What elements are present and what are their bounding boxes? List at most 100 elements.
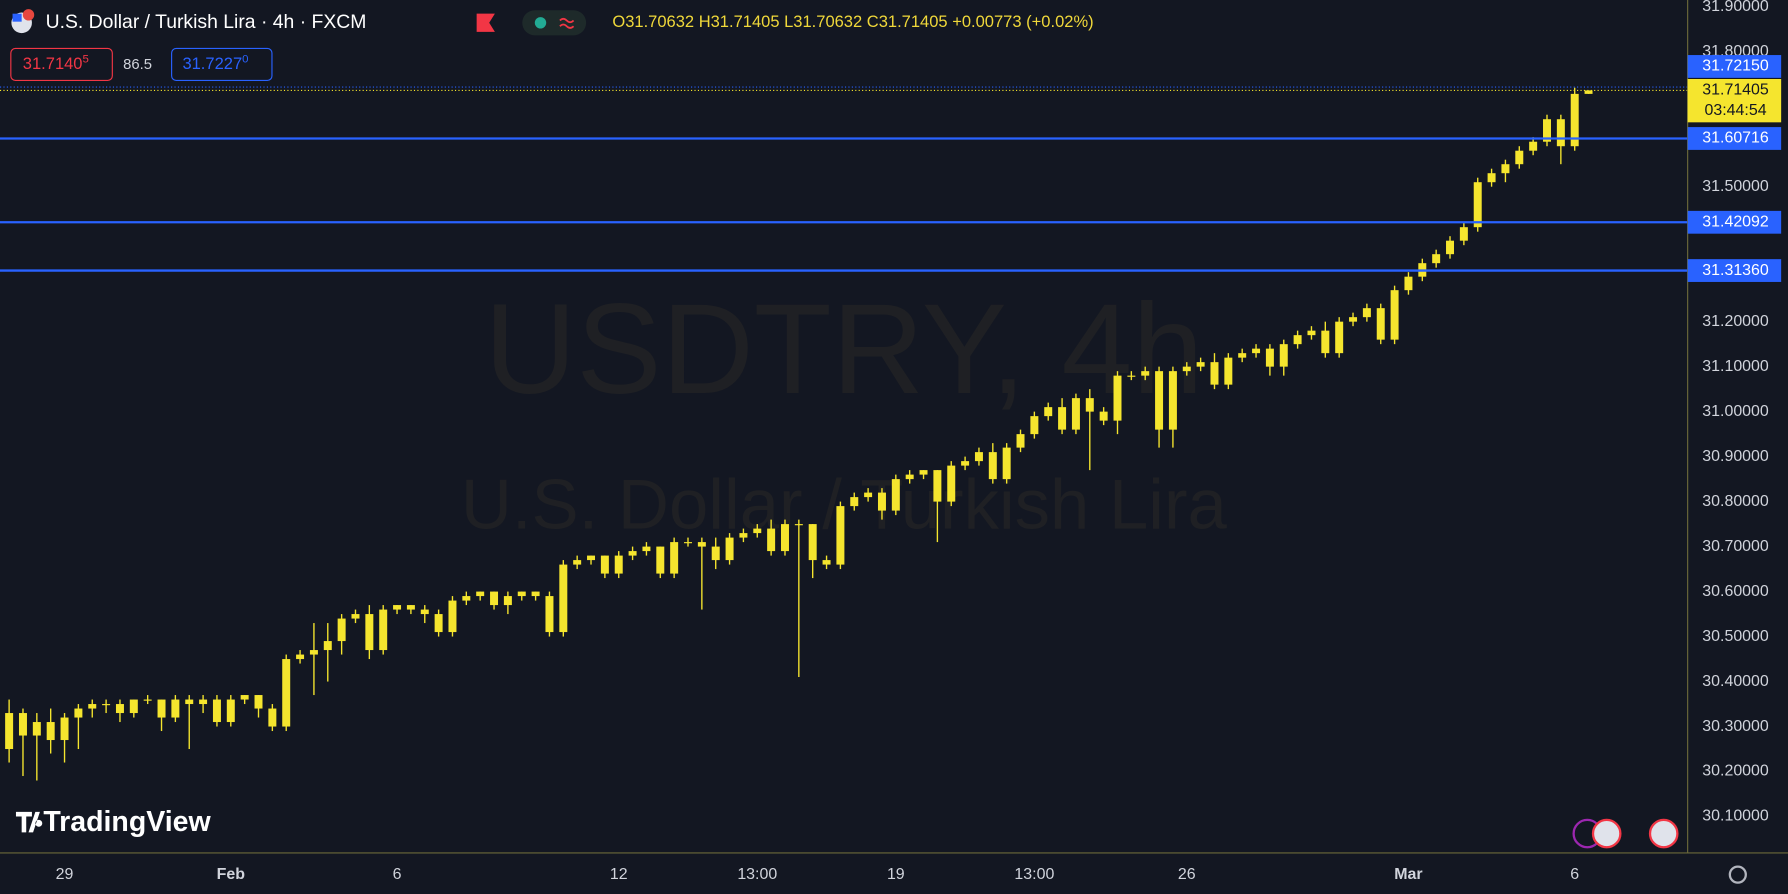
y-tick-label: 30.50000 (1702, 628, 1769, 645)
candle-body (129, 699, 138, 714)
candle-body (864, 492, 873, 498)
candle-body (1459, 227, 1468, 241)
y-tick-label: 30.40000 (1702, 673, 1769, 690)
candle-body (1210, 362, 1219, 385)
market-status-pill[interactable] (522, 10, 587, 36)
x-tick-label: 19 (887, 866, 905, 883)
candle-body (794, 524, 803, 526)
price-line-box (1687, 259, 1782, 282)
candle-body (919, 470, 928, 475)
candle-body (684, 542, 692, 544)
candle-body (933, 470, 942, 502)
candle-body (406, 605, 415, 610)
candle-body (656, 546, 665, 574)
data-status-icon (559, 17, 575, 29)
candle-body (1515, 150, 1524, 165)
candle-body (988, 452, 997, 480)
legend-close-label: C (867, 12, 879, 31)
candle-body (850, 497, 859, 507)
candle-body (1265, 348, 1274, 367)
candle-body (46, 722, 55, 741)
candle-body (157, 699, 166, 718)
candle-body (1002, 447, 1011, 480)
candle-body (1446, 240, 1455, 255)
candle-body (1556, 119, 1565, 147)
ask-price[interactable]: 31.72270 (182, 53, 248, 73)
y-tick-label: 31.00000 (1702, 403, 1769, 420)
candle-body (808, 524, 817, 561)
symbol-flag-canton (12, 13, 22, 22)
candle-body (1432, 254, 1441, 264)
candle-body (780, 524, 789, 552)
x-tick-label: 12 (610, 866, 628, 883)
legend-open-value: 31.70632 (625, 12, 694, 31)
candle-body (1224, 357, 1233, 385)
candle-body (1099, 411, 1108, 421)
flag-marker[interactable] (476, 13, 495, 32)
legend-high-value: 31.71405 (711, 12, 780, 31)
candle-body (476, 591, 485, 597)
candle-body (573, 560, 582, 565)
candle-body (1335, 321, 1344, 354)
candle-body (1321, 330, 1330, 354)
candle-body (240, 695, 249, 700)
y-tick-label: 31.20000 (1702, 313, 1769, 330)
candle-body (393, 605, 402, 610)
candle-body (1141, 371, 1150, 376)
settings-icon[interactable] (1728, 865, 1747, 884)
legend-low-label: L (784, 12, 793, 31)
bid-price[interactable]: 31.71405 (23, 53, 89, 73)
candle-body (115, 704, 124, 714)
event-flag-icon[interactable] (1648, 818, 1679, 849)
logo-mark (15, 811, 43, 833)
candle-body (1293, 335, 1302, 345)
candle-body (739, 533, 748, 538)
plot-area (0, 86, 1688, 781)
time-axis: 29 Feb 6 12 13:00 19 13:00 26 Mar 6 (56, 866, 1580, 883)
x-tick-label: 26 (1178, 866, 1196, 883)
logo-text: TradingView (43, 806, 211, 838)
legend-low-value: 31.70632 (793, 12, 862, 31)
candle-body (226, 699, 235, 723)
y-tick-label: 31.90000 (1702, 0, 1769, 15)
legend-high-label: H (699, 12, 711, 31)
price-line-label: 31.42092 (1702, 213, 1769, 230)
candle-body (905, 474, 914, 480)
candle-body (1044, 407, 1053, 417)
bid-main: 31.7140 (23, 54, 83, 73)
candle-body (1085, 398, 1094, 412)
candle-body (420, 609, 429, 615)
y-tick-label: 30.20000 (1702, 763, 1769, 780)
candle-body (1584, 90, 1593, 94)
candle-body (434, 614, 443, 633)
candle-body (74, 708, 83, 718)
candle-body (767, 528, 776, 552)
symbol-title[interactable]: U.S. Dollar / Turkish Lira · 4h · FXCM (46, 11, 367, 33)
legend-close-value: 31.71405 (879, 12, 948, 31)
candle-body (1252, 348, 1261, 354)
candle-body (559, 564, 568, 633)
candle-body (351, 614, 360, 619)
candle-body (697, 542, 706, 547)
candle-body (296, 654, 305, 660)
candle-body (365, 614, 374, 651)
candle-body (1127, 375, 1136, 377)
x-tick-label: 6 (393, 866, 402, 883)
x-tick-label: Mar (1394, 866, 1422, 883)
x-tick-label: 13:00 (737, 866, 777, 883)
bid-pip: 5 (83, 53, 89, 65)
candle-body (323, 641, 332, 651)
candle-body (503, 596, 512, 606)
sell-button[interactable] (10, 47, 113, 81)
candle-body (1349, 317, 1358, 322)
candle-body (1307, 330, 1316, 336)
candle-body (711, 546, 720, 561)
candle-body (1376, 308, 1385, 340)
candle-body (1182, 366, 1191, 372)
candle-body (587, 555, 596, 561)
countdown-label: 03:44:54 (1704, 102, 1766, 119)
event-flag-icon[interactable] (1591, 818, 1622, 849)
buy-button[interactable] (171, 47, 273, 81)
